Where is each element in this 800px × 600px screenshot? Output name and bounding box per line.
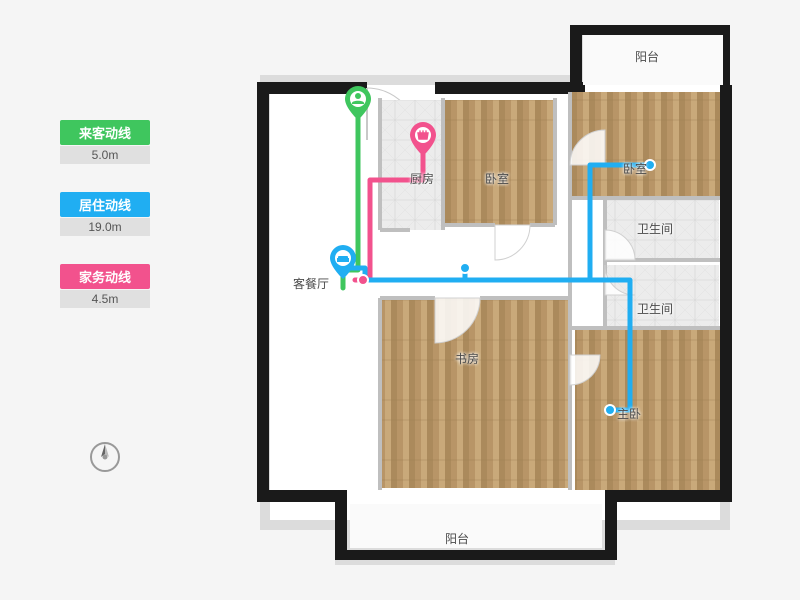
legend-chores-label: 家务动线	[60, 264, 150, 289]
bath-bottom-floor	[607, 265, 719, 327]
legend-chores-value: 4.5m	[60, 290, 150, 308]
kitchen-floor	[380, 100, 443, 230]
compass-icon	[88, 440, 122, 479]
legend: 来客动线 5.0m 居住动线 19.0m 家务动线 4.5m	[60, 120, 150, 336]
legend-living-label: 居住动线	[60, 192, 150, 217]
floor-plan: 阳台 卧室 卧室 厨房 客餐厅 卫生间 卫生间 书房 主卧 阳台	[235, 20, 755, 580]
balcony-top-floor	[583, 35, 723, 85]
legend-guest-value: 5.0m	[60, 146, 150, 164]
legend-chores: 家务动线 4.5m	[60, 264, 150, 308]
legend-living-value: 19.0m	[60, 218, 150, 236]
legend-guest: 来客动线 5.0m	[60, 120, 150, 164]
balcony-bottom-floor	[350, 504, 602, 548]
legend-living: 居住动线 19.0m	[60, 192, 150, 236]
legend-guest-label: 来客动线	[60, 120, 150, 145]
